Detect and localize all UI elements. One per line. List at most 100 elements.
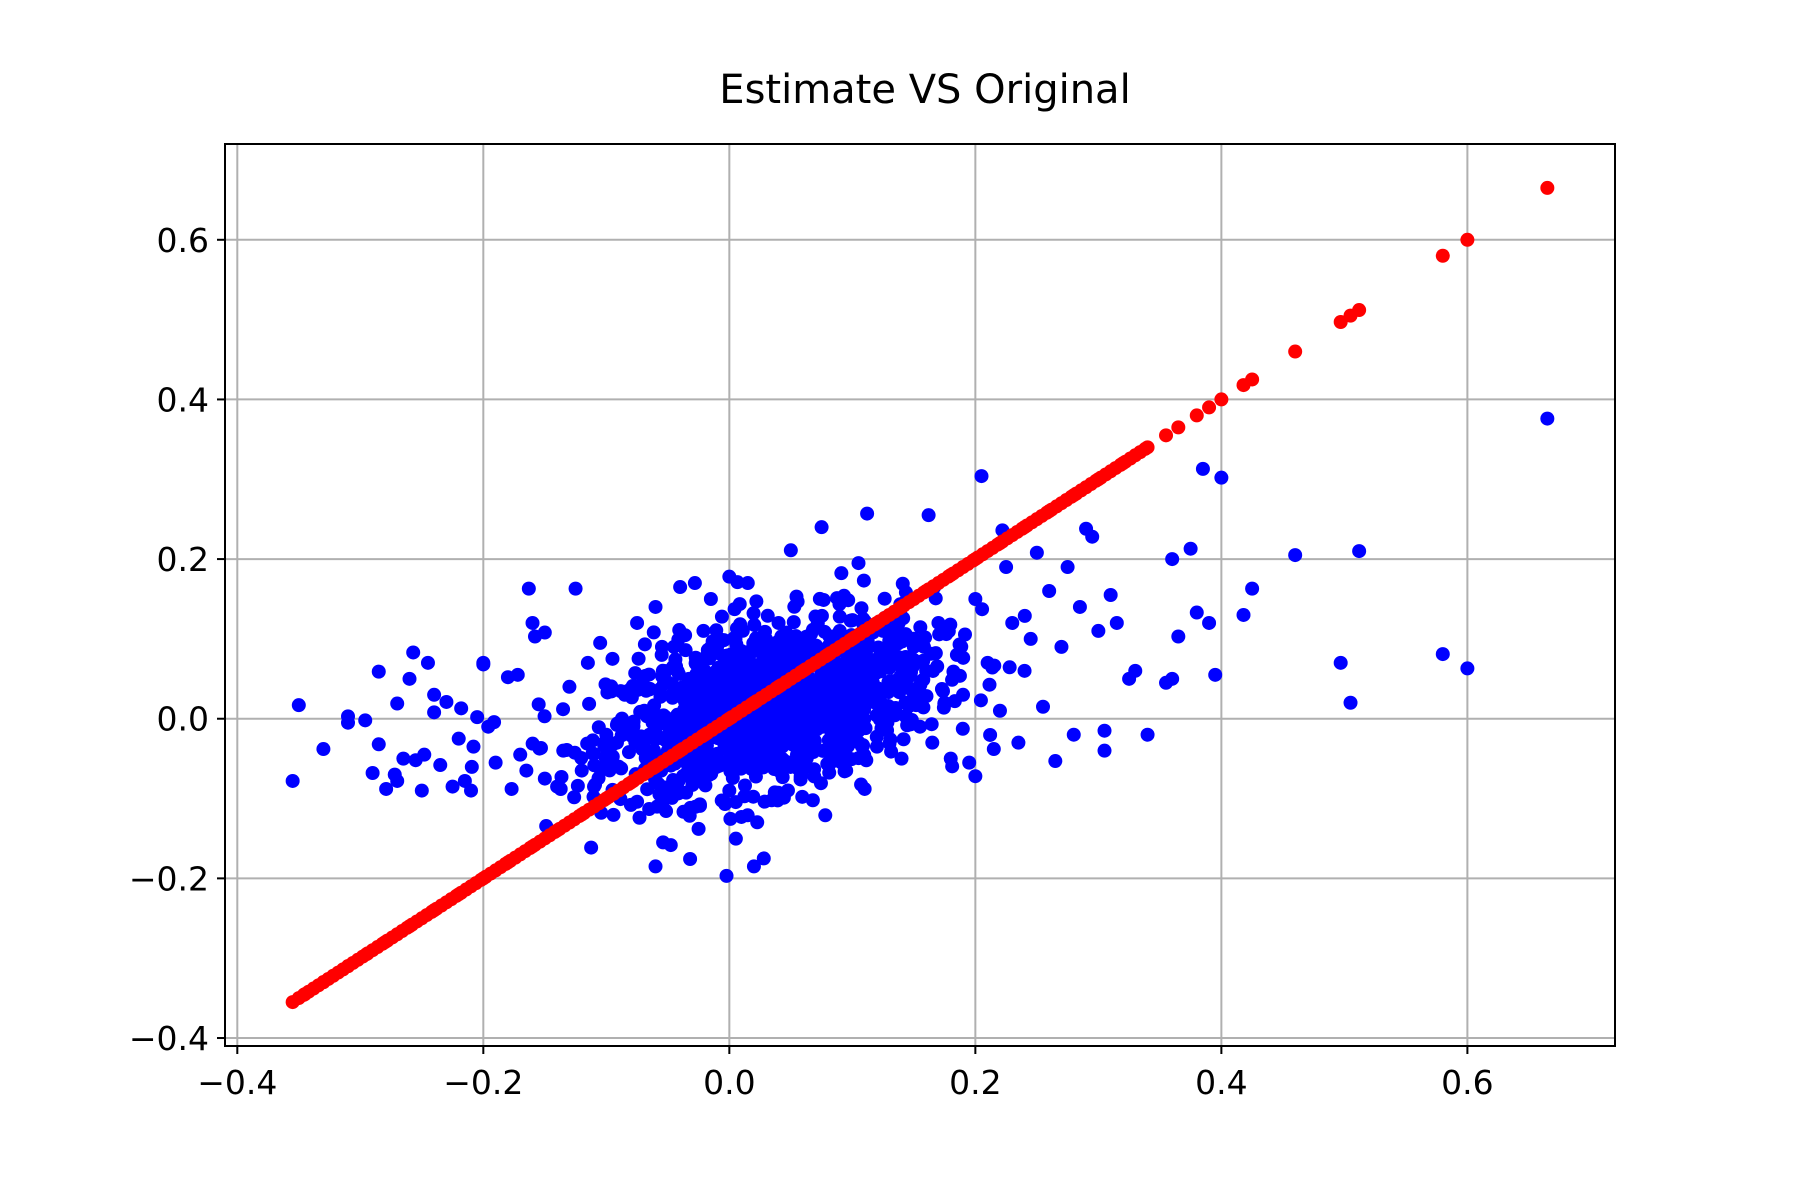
blue-data-point	[745, 640, 760, 655]
blue-data-point	[807, 682, 822, 697]
blue-data-point	[899, 628, 914, 643]
blue-data-point	[809, 638, 824, 653]
blue-data-point	[427, 705, 442, 720]
blue-data-point	[716, 687, 731, 702]
axis-ticks: −0.4 −0.2 0.0 0.2 0.4 0.6 −0.4 −0.2 0.0 0.2 0.4 0.6	[129, 221, 1494, 1102]
blue-data-point	[968, 769, 983, 784]
blue-data-point	[605, 651, 620, 666]
red-data-point	[525, 839, 540, 854]
blue-data-point	[1103, 588, 1118, 602]
blue-data-point	[1165, 671, 1180, 686]
blue-data-point	[587, 779, 602, 794]
blue-data-point	[796, 639, 811, 654]
red-data-point	[316, 975, 331, 990]
blue-data-point	[874, 721, 889, 736]
blue-data-point	[975, 602, 990, 617]
blue-data-point	[666, 639, 681, 654]
blue-data-point	[747, 617, 762, 632]
blue-data-point	[584, 840, 599, 855]
blue-data-point	[285, 773, 300, 788]
blue-data-point	[729, 675, 744, 690]
blue-data-point	[943, 751, 958, 766]
blue-data-point	[719, 868, 734, 883]
blue-data-point	[550, 779, 565, 794]
red-data-point	[500, 855, 515, 870]
blue-data-point	[439, 694, 454, 709]
blue-data-point	[291, 698, 306, 713]
red-data-point	[746, 695, 761, 710]
blue-data-point	[780, 657, 795, 672]
blue-data-point	[874, 709, 889, 724]
blue-data-point	[877, 591, 892, 606]
x-tick-label: −0.4	[197, 1063, 277, 1102]
blue-data-point	[737, 789, 752, 804]
blue-data-point	[916, 639, 931, 654]
blue-data-point	[898, 695, 913, 710]
blue-data-point	[740, 576, 755, 591]
blue-data-point	[1202, 615, 1217, 630]
blue-data-point	[771, 615, 786, 630]
blue-data-point	[371, 737, 386, 752]
blue-data-point	[851, 556, 866, 571]
blue-data-point	[562, 679, 577, 694]
blue-data-point	[992, 703, 1007, 718]
blue-data-point	[655, 669, 670, 684]
blue-data-point	[734, 727, 749, 742]
red-data-point	[796, 663, 811, 678]
blue-data-point	[1189, 605, 1204, 620]
plot-frame	[224, 143, 1616, 1047]
blue-data-point	[1236, 607, 1251, 622]
blue-data-point	[850, 701, 865, 716]
blue-data-point	[687, 576, 702, 591]
blue-data-point	[1017, 663, 1032, 678]
blue-data-point	[593, 635, 608, 650]
blue-data-point	[678, 643, 693, 658]
blue-data-point	[685, 777, 700, 792]
blue-data-point	[781, 639, 796, 654]
blue-data-point	[999, 560, 1014, 575]
blue-data-point	[632, 810, 647, 825]
blue-data-point	[832, 597, 847, 612]
blue-data-point	[1005, 615, 1020, 630]
blue-data-point	[729, 651, 744, 666]
blue-data-point	[665, 690, 680, 705]
blue-data-point	[826, 713, 841, 728]
blue-data-point	[982, 677, 997, 692]
blue-data-point	[1060, 560, 1075, 575]
blue-data-point	[888, 655, 903, 670]
blue-data-point	[727, 602, 742, 617]
blue-data-point	[390, 773, 405, 788]
blue-data-point	[1011, 735, 1026, 750]
grid-lines	[225, 144, 1615, 1046]
blue-data-point	[832, 623, 847, 638]
blue-data-point	[420, 655, 435, 670]
blue-data-point	[1023, 631, 1038, 646]
blue-data-point	[341, 709, 356, 724]
blue-data-point	[816, 719, 831, 734]
blue-data-point	[900, 679, 915, 694]
blue-data-point	[642, 727, 657, 742]
blue-data-point	[1097, 743, 1112, 758]
blue-data-point	[930, 659, 945, 674]
blue-data-point	[574, 763, 589, 778]
blue-data-point	[856, 573, 871, 588]
blue-data-point	[617, 687, 632, 702]
blue-data-point	[531, 697, 546, 712]
blue-data-point	[983, 727, 998, 742]
blue-data-point	[685, 721, 700, 736]
blue-data-point	[476, 657, 491, 672]
red-data-point	[894, 599, 909, 614]
blue-data-point	[679, 695, 694, 710]
blue-data-point	[673, 711, 688, 726]
blue-data-point	[816, 743, 831, 758]
blue-data-point	[771, 785, 786, 800]
blue-data-point	[894, 751, 909, 766]
y-tick-label: 0.6	[157, 221, 209, 260]
y-tick-label: −0.4	[129, 1019, 209, 1058]
blue-data-point	[481, 719, 496, 734]
blue-data-point	[955, 721, 970, 736]
blue-data-point	[749, 594, 764, 609]
blue-data-point	[521, 581, 536, 596]
blue-data-point	[919, 663, 934, 678]
blue-data-point	[895, 576, 910, 591]
